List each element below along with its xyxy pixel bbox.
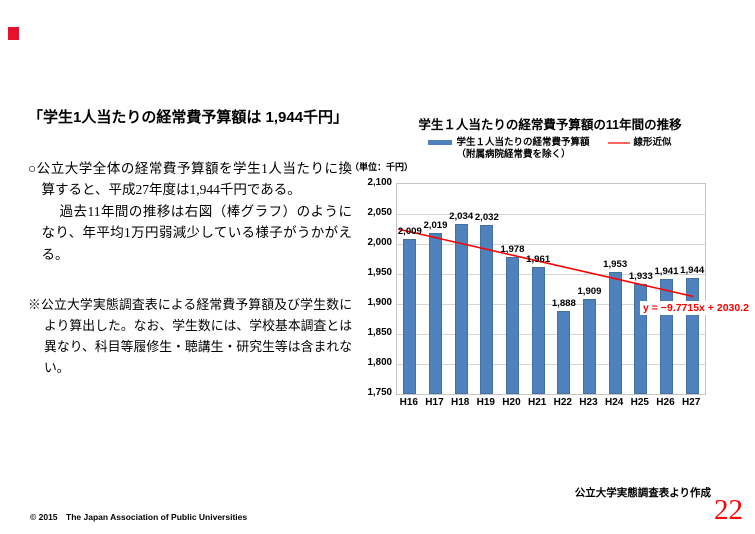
legend-item-trendline: 線形近似: [607, 137, 672, 149]
y-tick-label: 1,800: [367, 357, 392, 368]
bar-series-label-line1: 学生１人当たりの経常費予算額: [456, 137, 590, 148]
x-tick-label: H23: [579, 397, 598, 408]
red-corner-marker: [8, 27, 19, 40]
bar-value-label: 1,933: [628, 271, 653, 283]
trendline: [398, 228, 694, 298]
trendline-equation: y = −9.7715x + 2030.2: [640, 301, 752, 315]
bar-value-label: 1,909: [577, 285, 602, 297]
gridline: [397, 364, 705, 365]
bar-value-label: 2,034: [449, 210, 474, 222]
x-tick-label: H25: [630, 397, 649, 408]
bar-H21: [531, 267, 545, 394]
bar-value-label: 1,953: [603, 259, 628, 271]
source-note: 公立大学実態調査表より作成: [574, 487, 711, 499]
x-tick-label: H27: [681, 397, 701, 408]
x-tick-label: H19: [476, 397, 495, 408]
bar-H22: [557, 311, 571, 394]
budget-bar-chart: 学生１人当たりの経常費予算額の11年間の推移 学生１人当たりの経常費予算額 （附…: [348, 110, 752, 422]
trendline-label: 線形近似: [633, 137, 672, 148]
chart-title: 学生１人当たりの経常費予算額の11年間の推移: [418, 118, 682, 132]
bar-value-label: 1,941: [654, 266, 679, 278]
y-tick-label: 1,900: [367, 297, 392, 308]
x-tick-label: H16: [399, 397, 418, 408]
y-axis: 1,750 1,800 1,850 1,900 1,950 2,000 2,050 2,100: [348, 177, 392, 398]
bar-H18: [454, 223, 468, 394]
bar-value-label: 1,888: [551, 298, 576, 310]
body-paragraph-2: 過去11年間の推移は右図（棒グラフ）のようになり、年平均1万円弱減少している様子…: [41, 203, 353, 262]
x-tick-label: H26: [656, 397, 675, 408]
bar-value-label: 2,009: [397, 225, 422, 237]
bar-value-label: 2,032: [474, 211, 499, 223]
copyright: © 2015 The Japan Association of Public U…: [30, 512, 248, 522]
x-tick-label: H24: [604, 397, 624, 408]
left-text-panel: 「学生1人当たりの経常費予算額は 1,944千円」 ○公立大学全体の経常費予算額…: [28, 108, 352, 378]
unit-label: （単位：千円）: [350, 162, 414, 172]
x-axis: H16 H17 H18 H19 H20 H21 H22 H23 H24 H25 H26 H27: [396, 397, 704, 411]
y-tick-label: 2,050: [367, 207, 392, 218]
bar-value-label: 1,944: [680, 264, 705, 276]
headline: 「学生1人当たりの経常費予算額は 1,944千円」: [28, 109, 349, 126]
bar-value-label: 2,019: [423, 219, 448, 231]
bar-series-swatch-icon: [428, 140, 453, 145]
bar-series-label: 学生１人当たりの経常費予算額 （附属病院経常費を除く）: [456, 137, 589, 161]
x-tick-label: H22: [553, 397, 572, 408]
x-tick-label: H17: [425, 397, 444, 408]
x-tick-label: H20: [502, 397, 521, 408]
gridline: [397, 334, 705, 335]
gridline: [397, 274, 705, 275]
bar-value-label: 1,961: [526, 254, 551, 266]
x-tick-label: H18: [450, 397, 470, 408]
x-tick-label: H21: [527, 397, 547, 408]
trendline-swatch-icon: [607, 142, 630, 144]
body-paragraph-1: ○公立大学全体の経常費予算額を学生1人当たりに換算すると、平成27年度は1,94…: [28, 160, 352, 198]
y-tick-label: 1,950: [367, 267, 392, 278]
y-tick-label: 1,750: [367, 387, 392, 398]
legend-item-bars: 学生１人当たりの経常費予算額 （附属病院経常費を除く）: [428, 137, 590, 161]
bar-series-label-line2: （附属病院経常費を除く）: [456, 148, 571, 160]
y-tick-label: 1,850: [367, 327, 392, 338]
chart-legend: 学生１人当たりの経常費予算額 （附属病院経常費を除く） 線形近似: [396, 137, 704, 161]
gridline: [397, 214, 705, 215]
page-number: 22: [714, 494, 743, 526]
y-tick-label: 2,100: [367, 177, 392, 188]
bar-value-label: 1,978: [500, 244, 525, 256]
plot-area: y = −9.7715x + 2030.2 2,009 2,019 2,034 2,0…: [396, 183, 752, 395]
bar-H17: [429, 232, 442, 394]
gridline: [397, 244, 705, 245]
y-tick-label: 2,000: [367, 237, 392, 248]
bar-H19: [480, 224, 494, 394]
bar-H23: [583, 298, 596, 394]
bar-H24: [608, 272, 622, 394]
bar-H16: [403, 238, 417, 394]
bar-H20: [506, 257, 519, 394]
note-paragraph: ※公立大学実態調査表による経常費予算額及び学生数により算出した。なお、学生数には…: [28, 298, 352, 375]
gridline: [397, 304, 705, 305]
